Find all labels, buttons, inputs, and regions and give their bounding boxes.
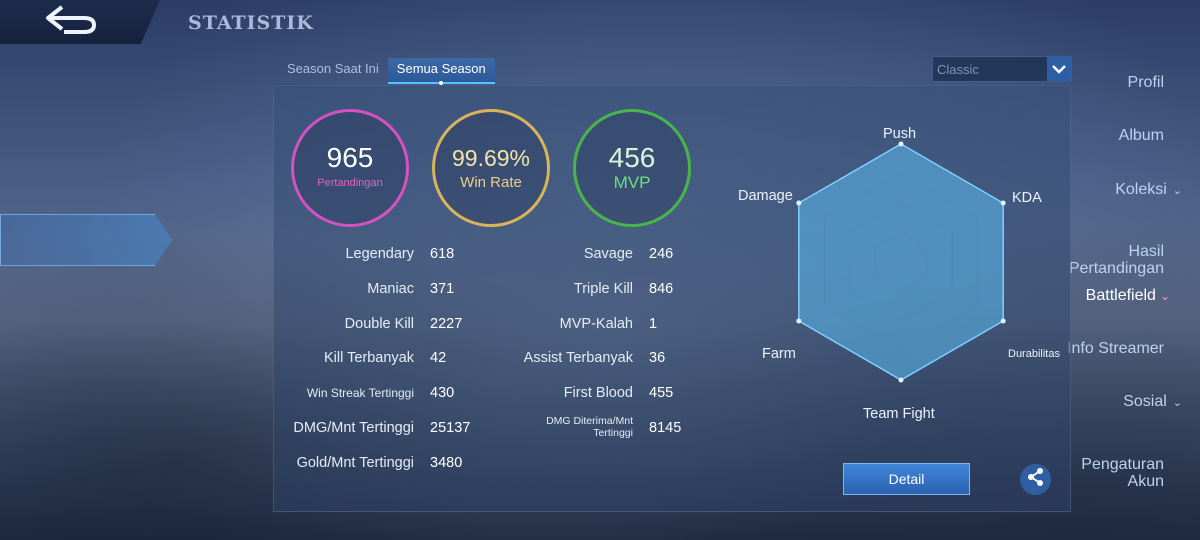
sidebar-item-hasil-pertandingan[interactable]: Hasil Pertandingan: [1069, 226, 1164, 277]
mvp-value: 456: [608, 142, 656, 173]
stat-label: Win Streak Tertinggi: [306, 386, 414, 400]
mode-select-value: Classic: [937, 62, 979, 77]
page-title: STATISTIK: [188, 12, 314, 34]
share-button[interactable]: [1020, 464, 1051, 495]
stat-label: MVP-Kalah: [559, 316, 633, 332]
sidebar-item-label: Hasil Pertandingan: [1068, 243, 1164, 277]
stat-value: 430: [430, 385, 455, 401]
sidebar-item-label: Battlefield: [1085, 287, 1156, 304]
sidebar-active-highlight: [0, 214, 172, 266]
win-rate-value: 99.69%: [451, 145, 530, 171]
sidebar-item-album[interactable]: Album: [1119, 127, 1164, 144]
back-arrow-icon: [46, 3, 100, 42]
matches-circle: 965 Pertandingan: [291, 109, 409, 227]
sidebar-item-koleksi[interactable]: Koleksi ⌄: [1115, 181, 1182, 200]
stat-value: 36: [649, 350, 666, 366]
stat-label: Double Kill: [344, 316, 414, 332]
win-rate-circle: 99.69% Win Rate: [432, 109, 550, 227]
detail-button[interactable]: Detail: [843, 463, 970, 495]
stat-label: Assist Terbanyak: [523, 350, 633, 366]
chevron-down-icon: ⌄: [1172, 185, 1182, 197]
tab-season-saat-ini[interactable]: Season Saat Ini: [287, 61, 379, 76]
stat-label: Gold/Mnt Tertinggi: [296, 455, 414, 471]
sidebar-item-pengaturan-akun[interactable]: Pengaturan Akun: [1081, 439, 1164, 490]
stat-value: 371: [430, 281, 455, 297]
radar-label-push: Push: [883, 126, 917, 142]
stat-value: 42: [430, 350, 447, 366]
stat-value: 846: [649, 281, 674, 297]
stat-label: Legendary: [345, 246, 414, 262]
radar-label-team-fight: Team Fight: [863, 406, 935, 422]
sidebar-item-battlefield[interactable]: Battlefield ⌄: [1086, 287, 1170, 305]
mvp-label: MVP: [613, 173, 651, 192]
sidebar-item-label: Info Streamer: [1067, 340, 1164, 357]
radar-label-kda: KDA: [1012, 190, 1042, 206]
sidebar-item-label: Album: [1118, 127, 1164, 144]
stat-value: 1: [649, 316, 658, 332]
stat-label: First Blood: [563, 385, 633, 401]
stat-value: 25137: [430, 420, 471, 436]
chevron-down-icon: ⌄: [1159, 289, 1170, 303]
sidebar-item-label: Sosial: [1123, 393, 1167, 410]
stat-value: 8145: [649, 420, 682, 436]
tab-semua-season[interactable]: Semua Season: [387, 58, 495, 85]
sidebar-item-label: Koleksi: [1115, 181, 1167, 198]
back-button[interactable]: [0, 0, 160, 44]
stat-value: 2227: [430, 316, 463, 332]
radar-label-durabilitas: Durabilitas: [1008, 348, 1060, 360]
stat-value: 455: [649, 385, 674, 401]
sidebar-item-sosial[interactable]: Sosial ⌄: [1123, 393, 1182, 412]
stat-label: Triple Kill: [573, 281, 633, 297]
stat-value: 618: [430, 246, 455, 262]
matches-label: Pertandingan: [317, 177, 383, 189]
mvp-circle: 456 MVP: [573, 109, 691, 227]
stat-label: DMG Diterima/Mnt Tertinggi: [546, 415, 633, 439]
sidebar-item-info-streamer[interactable]: Info Streamer: [1067, 340, 1164, 357]
stat-value: 246: [649, 246, 674, 262]
radar-label-damage: Damage: [738, 188, 793, 204]
sidebar-item-profil[interactable]: Profil: [1128, 74, 1164, 91]
stat-label: Kill Terbanyak: [323, 350, 414, 366]
stat-label: Savage: [583, 246, 633, 262]
chevron-down-icon: ⌄: [1172, 397, 1182, 409]
matches-value: 965: [326, 142, 374, 173]
share-icon: [1026, 467, 1046, 492]
sidebar-item-label: Profil: [1127, 74, 1164, 91]
mode-select[interactable]: Classic: [932, 56, 1072, 82]
stat-value: 3480: [430, 455, 463, 471]
stat-label: Maniac: [367, 281, 414, 297]
chevron-down-icon[interactable]: [1047, 57, 1071, 81]
radar-label-farm: Farm: [762, 346, 796, 362]
season-tabs: Season Saat Ini Semua Season: [278, 58, 495, 85]
sidebar-item-label: Pengaturan Akun: [1081, 456, 1164, 490]
top-bar: STATISTIK: [0, 0, 1200, 46]
win-rate-label: Win Rate: [460, 174, 522, 191]
stat-label: DMG/Mnt Tertinggi: [293, 420, 414, 436]
